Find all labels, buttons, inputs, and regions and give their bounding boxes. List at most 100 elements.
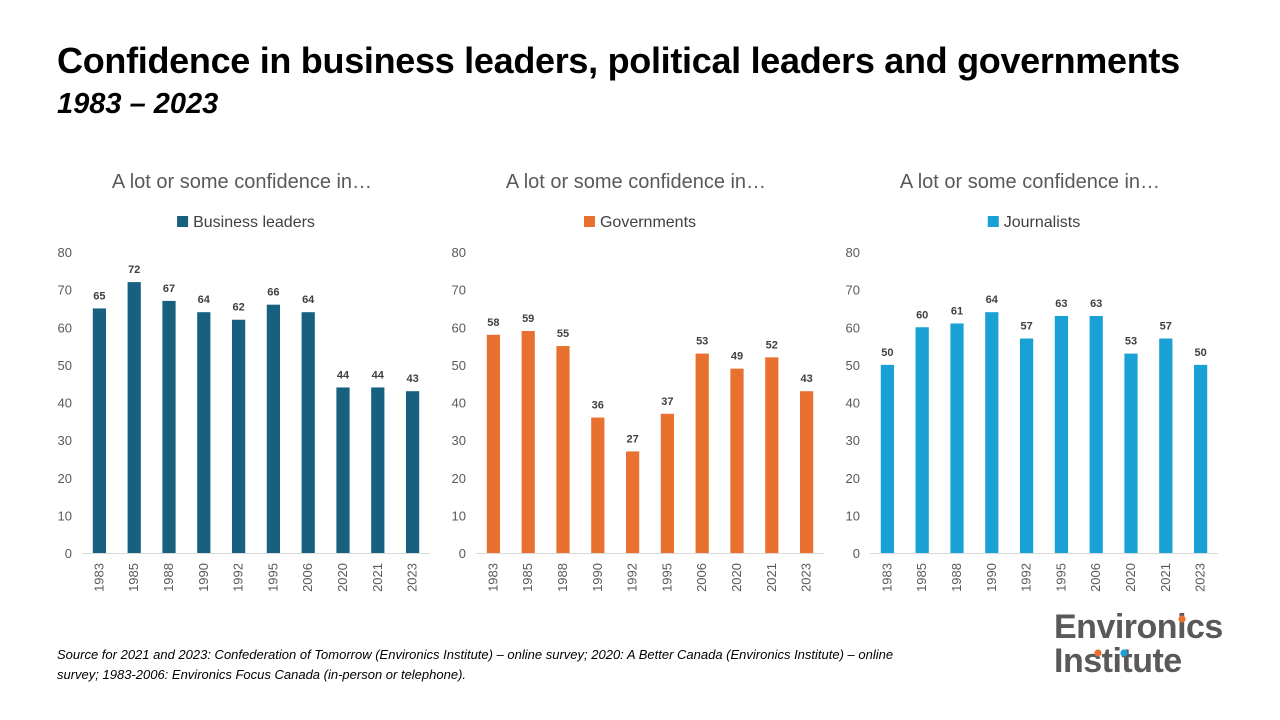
x-tick-label-1983: 1983 [879,563,894,592]
x-tick-label-1990: 1990 [590,563,605,592]
chart-svg: A lot or some confidence in… Business lea… [58,171,430,592]
bar-2023 [405,391,420,553]
x-tick-label-2006: 2006 [300,563,315,592]
x-tick-label-2021: 2021 [1158,563,1173,592]
y-tick-label: 30 [452,433,466,448]
data-label-1995: 37 [661,396,673,408]
bar-1988 [162,300,176,553]
y-tick-label: 0 [65,546,72,561]
data-label-2020: 44 [337,369,350,381]
bar-1992 [231,319,246,553]
data-label-1990: 64 [986,294,999,306]
chart-business-leaders: A lot or some confidence in… Business lea… [52,160,432,610]
x-tick-label-1988: 1988 [949,563,964,592]
y-tick-label: 60 [58,320,72,335]
y-tick-label: 50 [846,358,860,373]
data-label-1988: 61 [951,305,963,317]
x-tick-label-1995: 1995 [265,563,280,592]
x-tick-label-1992: 1992 [1019,563,1034,592]
bar-1983 [486,334,501,553]
logo-dot-orange-2 [1178,615,1186,623]
legend-label: Business leaders [193,214,315,231]
y-tick-label: 20 [452,471,466,486]
data-label-1990: 36 [592,400,604,412]
logo-dot-blue [1120,649,1128,657]
data-label-2006: 53 [696,336,708,348]
data-label-1995: 66 [267,287,279,299]
source-note: Source for 2021 and 2023: Confederation … [57,647,894,682]
x-tick-label-1995: 1995 [1053,563,1068,592]
bar-2006 [695,353,709,553]
bar-2023 [1193,364,1208,553]
x-tick-label-2023: 2023 [1193,563,1208,592]
chart-svg: A lot or some confidence in… Governments 0… [452,171,824,592]
bar-2021 [371,387,385,553]
data-label-1983: 58 [487,317,499,329]
bar-1983 [880,364,895,553]
x-tick-label-1985: 1985 [520,563,535,592]
y-tick-label: 0 [853,546,860,561]
y-tick-label: 40 [846,396,860,411]
bar-2006 [301,312,315,553]
logo-line-2: Institute [1054,642,1182,678]
chart-svg: A lot or some confidence in… Journalists 0… [846,171,1218,592]
bar-1990 [591,417,605,553]
data-label-2006: 64 [302,294,315,306]
legend-label: Journalists [1004,214,1080,231]
bar-1995 [1054,315,1069,553]
data-label-1988: 67 [163,283,175,295]
y-tick-label: 10 [452,508,466,523]
bar-1983 [92,308,107,553]
data-label-2020: 53 [1125,336,1137,348]
bar-1990 [985,312,999,553]
y-tick-label: 10 [58,508,72,523]
data-label-2021: 44 [372,369,385,381]
data-label-1983: 65 [93,290,105,302]
legend-swatch [177,216,189,227]
data-label-1985: 59 [522,313,534,325]
y-tick-label: 40 [58,396,72,411]
data-label-1995: 63 [1055,298,1067,310]
y-tick-label: 70 [452,283,466,298]
x-tick-label-2006: 2006 [694,563,709,592]
legend: Governments [583,214,696,231]
y-tick-label: 30 [58,433,72,448]
data-label-1985: 60 [916,309,928,321]
environics-institute-logo: Environics Institute [1054,608,1223,678]
bar-1992 [1019,338,1034,553]
chart-governments: A lot or some confidence in… Governments 0… [446,160,826,610]
x-tick-label-2023: 2023 [405,563,420,592]
x-tick-label-2021: 2021 [764,563,779,592]
bar-2020 [730,368,744,553]
data-label-1992: 27 [626,433,638,445]
x-tick-label-2023: 2023 [799,563,814,592]
y-tick-label: 80 [58,245,72,260]
x-tick-label-1983: 1983 [485,563,500,592]
bar-1995 [660,413,675,553]
y-tick-label: 10 [846,508,860,523]
y-tick-label: 60 [846,320,860,335]
x-tick-label-2020: 2020 [729,563,744,592]
x-tick-label-1983: 1983 [91,563,106,592]
data-label-1990: 64 [198,294,211,306]
bar-2021 [1159,338,1173,553]
y-tick-label: 0 [459,546,466,561]
y-tick-label: 70 [846,283,860,298]
data-label-2021: 57 [1160,321,1172,333]
x-tick-label-2006: 2006 [1088,563,1103,592]
data-label-1985: 72 [128,264,140,276]
data-label-1992: 57 [1020,321,1032,333]
page-subtitle: 1983 – 2023 [57,88,219,120]
bar-2020 [1124,353,1138,553]
page-title: Confidence in business leaders, politica… [57,40,1180,81]
x-tick-label-1990: 1990 [984,563,999,592]
x-tick-label-2020: 2020 [335,563,350,592]
y-tick-label: 20 [58,471,72,486]
data-label-2021: 52 [766,339,778,351]
bar-2023 [799,391,814,553]
bar-2020 [336,387,350,553]
legend-swatch [987,216,999,227]
y-tick-label: 50 [452,358,466,373]
legend-swatch [583,216,595,227]
bar-2021 [765,357,779,553]
